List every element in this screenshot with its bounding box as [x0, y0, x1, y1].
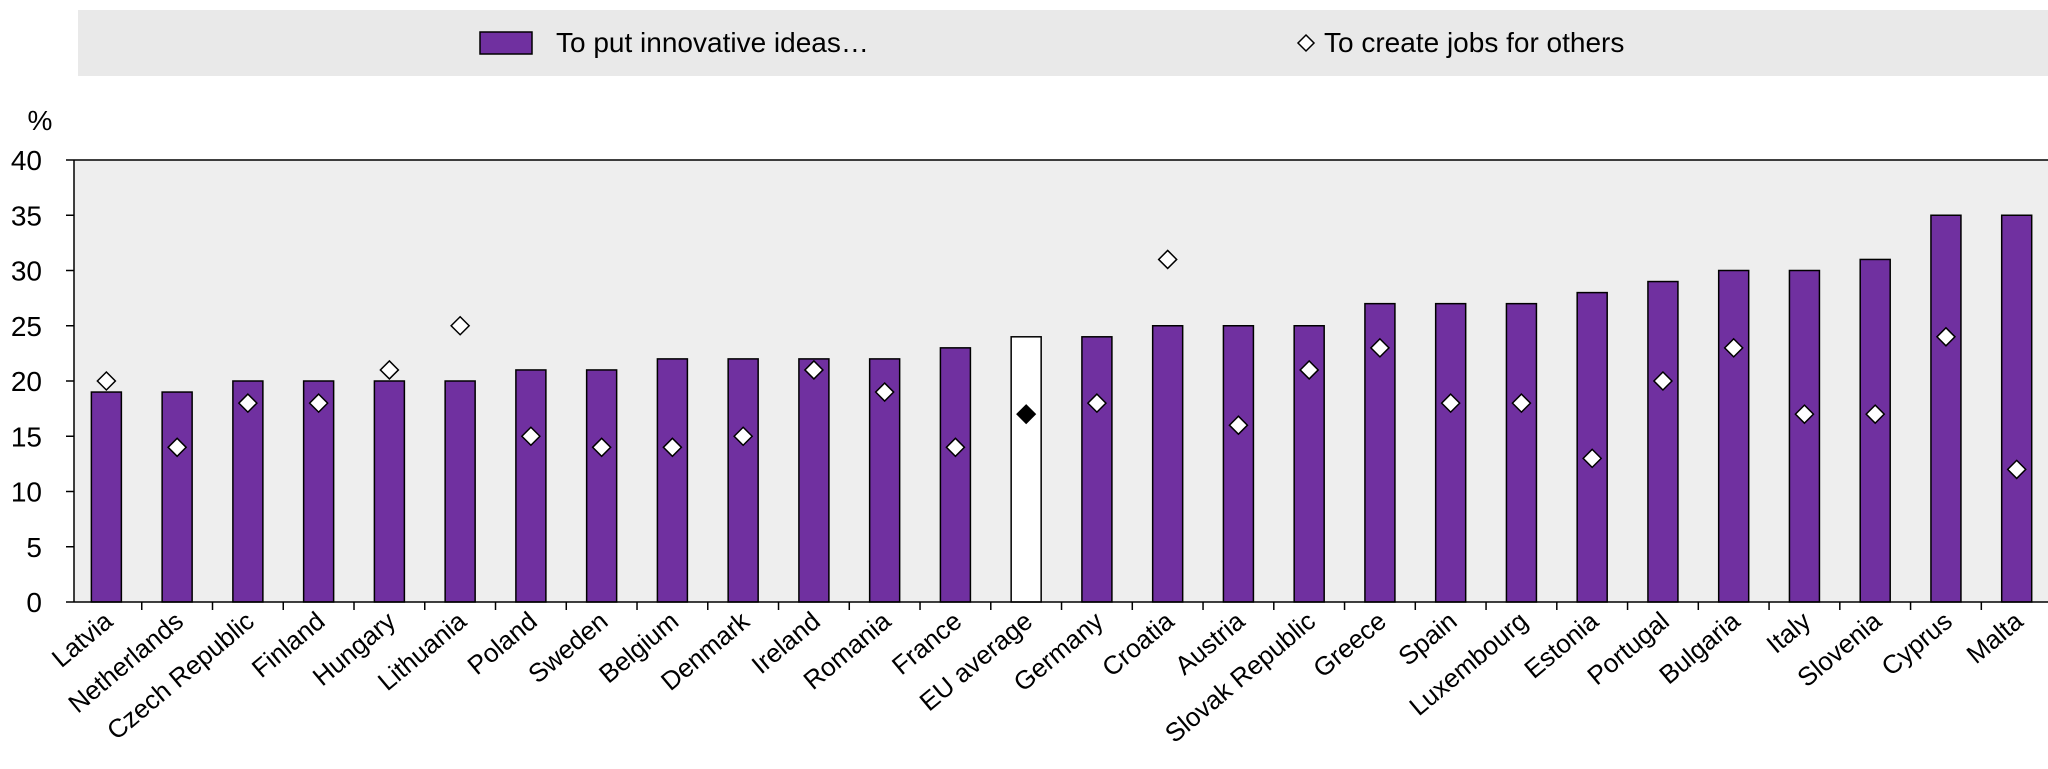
bar	[1859, 258, 1891, 603]
x-tick-label: Malta	[1961, 605, 2029, 669]
marker	[1440, 393, 1461, 414]
y-tick-label: 20	[11, 366, 42, 397]
marker	[1228, 415, 1249, 436]
bar	[1930, 214, 1962, 603]
x-tick-label: Cyprus	[1875, 606, 1957, 682]
bar	[798, 358, 830, 603]
y-tick-label: 35	[11, 200, 42, 231]
bar	[373, 380, 406, 603]
y-axis: 0 5 10 15 20 25 30 35 40	[11, 145, 74, 618]
marker	[2006, 459, 2027, 480]
bar	[939, 347, 972, 603]
legend-label-markers: To create jobs for others	[1324, 27, 1624, 58]
bars	[90, 214, 2033, 603]
bar	[1222, 325, 1255, 603]
bar	[2000, 214, 2033, 603]
bar	[1434, 302, 1467, 603]
y-tick-label: 10	[11, 477, 42, 508]
bar	[444, 380, 476, 603]
x-tick-label: Italy	[1760, 606, 1816, 660]
marker	[1369, 337, 1390, 358]
x-tick-label: Bulgaria	[1653, 605, 1746, 690]
legend-marker-swatch	[1296, 33, 1316, 53]
marker	[733, 426, 754, 447]
marker	[1016, 404, 1037, 425]
marker	[379, 359, 400, 381]
bar	[727, 358, 759, 603]
marker	[1299, 359, 1320, 381]
marker	[96, 370, 117, 392]
bar	[585, 369, 618, 603]
bar	[656, 358, 689, 603]
marker	[1652, 370, 1674, 392]
y-tick-label: 25	[11, 311, 42, 342]
marker	[591, 437, 612, 458]
marker	[1582, 448, 1603, 469]
bar	[1151, 325, 1184, 603]
marker	[1794, 404, 1815, 425]
y-tick-label: 5	[26, 532, 42, 563]
marker	[450, 315, 471, 336]
marker	[237, 393, 258, 414]
x-tick-label: Sweden	[522, 606, 613, 689]
marker	[308, 393, 329, 414]
x-tick-label: Greece	[1307, 606, 1392, 684]
marker	[520, 426, 541, 447]
bar	[232, 380, 264, 603]
marker	[1865, 404, 1886, 425]
bar	[1505, 302, 1538, 603]
bar	[1010, 336, 1042, 603]
marker	[167, 437, 188, 458]
y-tick-label: 15	[11, 421, 42, 452]
legend-bar-swatch	[479, 31, 533, 55]
marker	[945, 437, 966, 458]
y-tick-label: 40	[11, 145, 42, 176]
bar	[1788, 269, 1821, 603]
bar	[90, 391, 123, 603]
marker	[1511, 393, 1532, 414]
markers	[96, 249, 2027, 480]
bar	[1647, 280, 1679, 603]
marker	[1723, 337, 1744, 358]
x-tick-label: Croatia	[1096, 605, 1180, 682]
bar	[1081, 336, 1113, 603]
marker	[1086, 393, 1107, 414]
legend-background	[78, 10, 2048, 76]
marker	[803, 359, 824, 381]
marker	[662, 437, 683, 458]
y-tick-label: 30	[11, 256, 42, 287]
marker	[1157, 249, 1178, 270]
bar	[302, 380, 335, 603]
marker	[874, 381, 895, 403]
bar	[1717, 269, 1750, 603]
bar	[515, 369, 547, 603]
legend-label-bars: To put innovative ideas…	[556, 27, 869, 58]
y-tick-label: 0	[26, 587, 42, 618]
bar	[1576, 291, 1608, 603]
plot-area	[74, 160, 2048, 602]
y-axis-unit: %	[28, 105, 53, 136]
bar	[161, 391, 193, 603]
legend: To put innovative ideas… To create jobs …	[479, 27, 1624, 58]
marker	[1935, 326, 1957, 347]
